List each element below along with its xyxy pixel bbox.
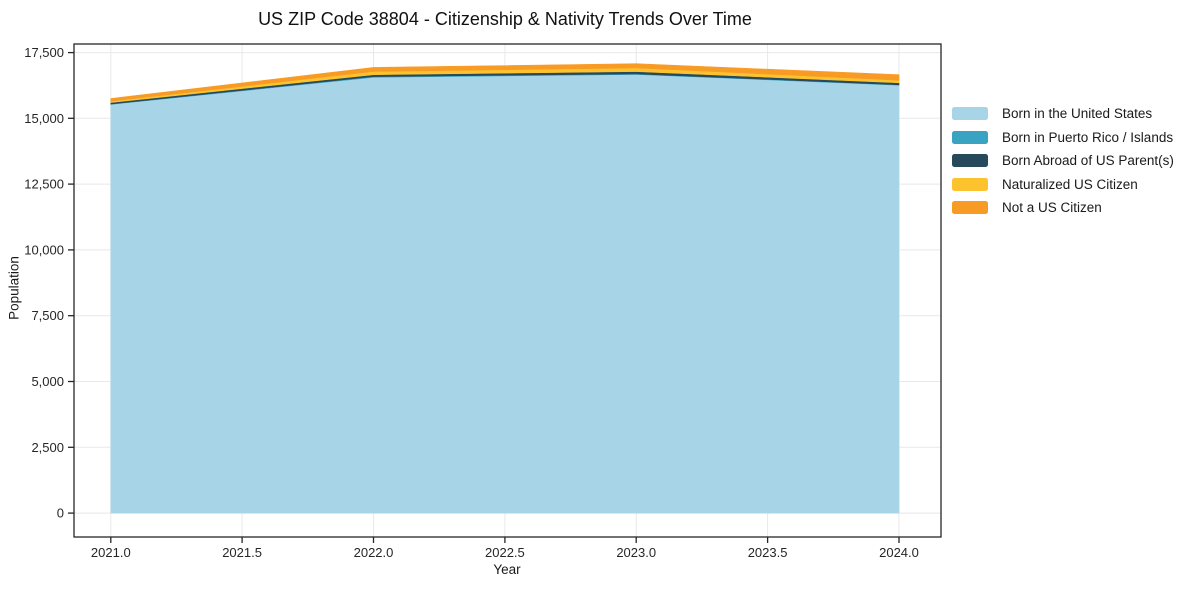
legend-swatch-naturalized bbox=[952, 177, 988, 191]
legend-swatch-puerto-rico-islands bbox=[952, 130, 988, 144]
legend-item-naturalized: Naturalized US Citizen bbox=[952, 176, 1174, 192]
axes-spines bbox=[73, 43, 942, 538]
y-tick-label: 2,500 bbox=[31, 440, 64, 455]
legend: Born in the United States Born in Puerto… bbox=[952, 107, 1174, 215]
x-axis-label: Year bbox=[493, 562, 521, 577]
legend-label: Not a US Citizen bbox=[1002, 200, 1102, 215]
area-series-4 bbox=[110, 63, 900, 102]
legend-label: Born in the United States bbox=[1002, 106, 1153, 121]
x-tick-label: 2024.0 bbox=[879, 545, 919, 560]
legend-label: Born in Puerto Rico / Islands bbox=[1002, 129, 1174, 145]
x-tick-label: 2021.0 bbox=[91, 545, 131, 560]
y-tick-label: 15,000 bbox=[24, 111, 64, 126]
legend-swatch-born-abroad bbox=[952, 154, 988, 168]
y-axis-label: Population bbox=[6, 256, 22, 320]
y-tick-label: 10,000 bbox=[24, 242, 64, 257]
x-tick-label: 2022.5 bbox=[485, 545, 525, 560]
legend-item-puerto-rico-islands: Born in Puerto Rico / Islands bbox=[952, 129, 1174, 145]
legend-item-not-citizen: Not a US Citizen bbox=[952, 201, 1174, 215]
legend-label: Born Abroad of US Parent(s) bbox=[1002, 153, 1174, 168]
x-tick-label: 2023.5 bbox=[748, 545, 788, 560]
x-tick-label: 2023.0 bbox=[616, 545, 656, 560]
y-tick-label: 7,500 bbox=[31, 308, 64, 323]
x-tick-label: 2021.5 bbox=[222, 545, 262, 560]
x-tick-label: 2022.0 bbox=[354, 545, 394, 560]
y-tick-label: 12,500 bbox=[24, 177, 64, 192]
legend-item-born-abroad: Born Abroad of US Parent(s) bbox=[952, 154, 1174, 168]
y-tick-label: 17,500 bbox=[24, 45, 64, 60]
legend-label: Naturalized US Citizen bbox=[1002, 176, 1138, 192]
legend-swatch-born-in-us bbox=[952, 107, 988, 121]
legend-swatch-not-citizen bbox=[952, 201, 988, 215]
chart-title: US ZIP Code 38804 - Citizenship & Nativi… bbox=[258, 9, 752, 29]
legend-item-born-in-us: Born in the United States bbox=[952, 107, 1174, 121]
y-tick-label: 5,000 bbox=[31, 374, 64, 389]
area-series-0 bbox=[110, 74, 900, 514]
y-tick-label: 0 bbox=[57, 506, 64, 521]
